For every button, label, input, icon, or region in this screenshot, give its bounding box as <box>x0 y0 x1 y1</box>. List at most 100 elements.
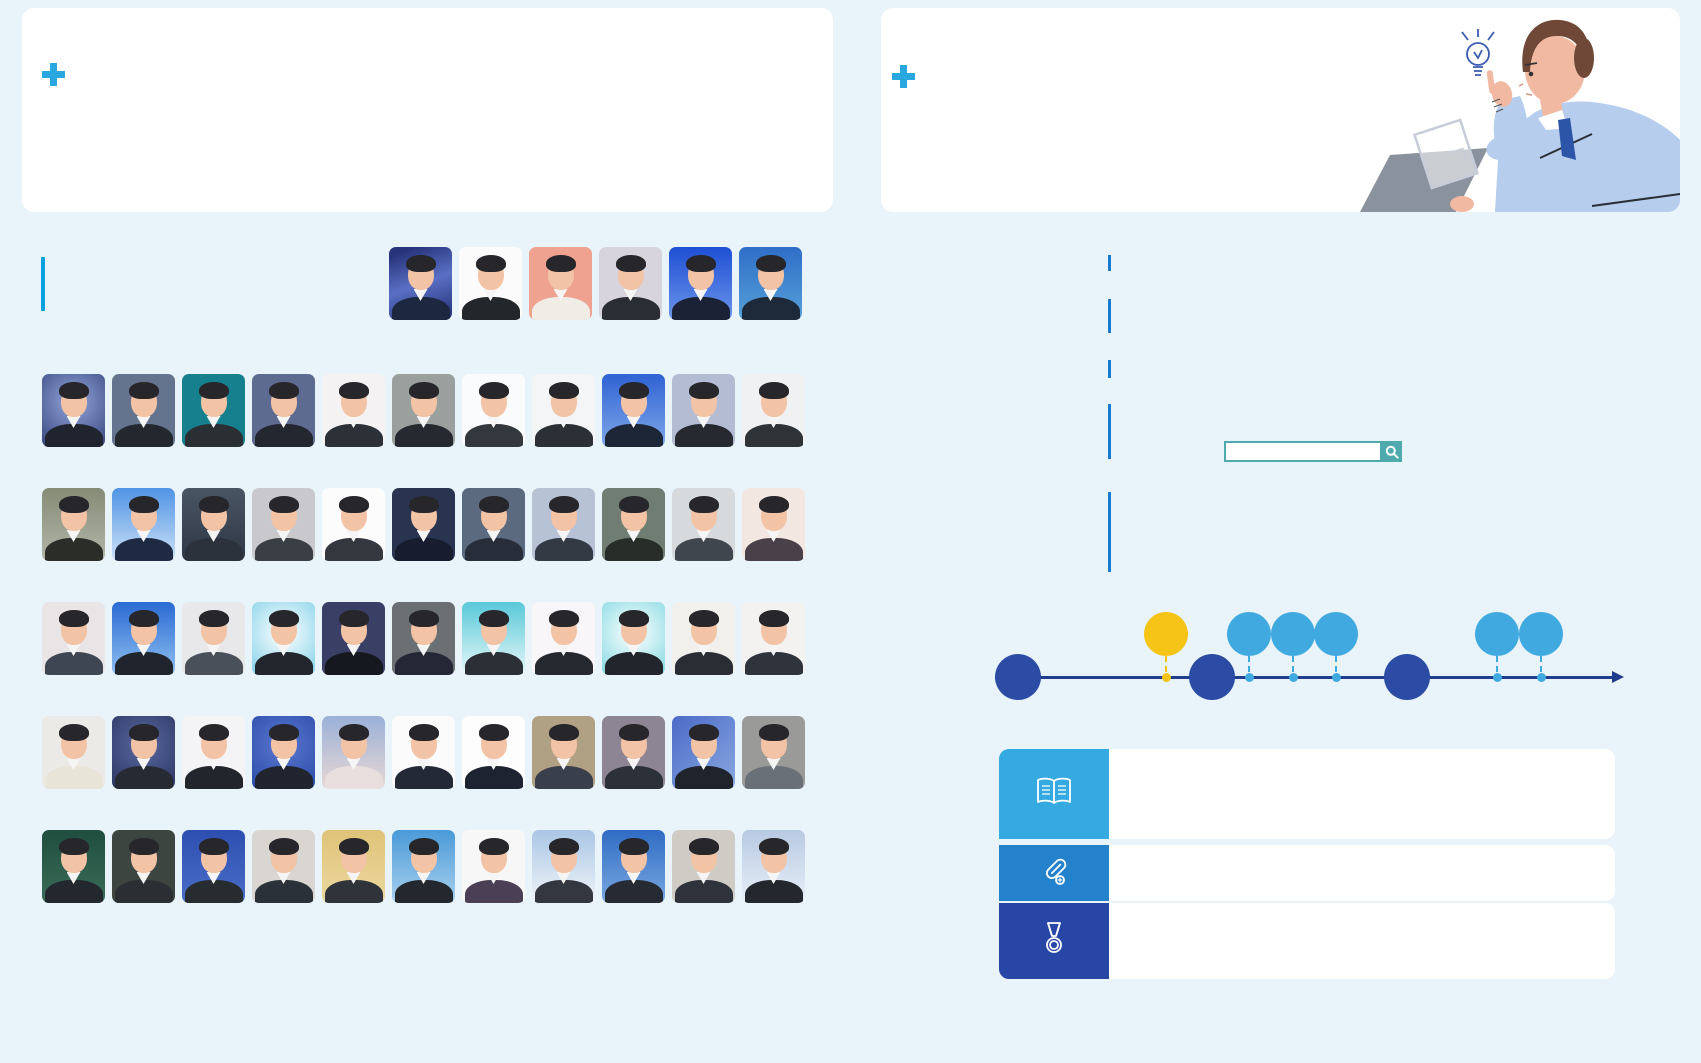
tie-shape <box>1558 118 1576 160</box>
info-row-icon-box <box>999 903 1109 979</box>
portrait-photo <box>742 374 805 447</box>
plus-icon <box>42 63 65 86</box>
portrait-photo <box>462 830 525 903</box>
timeline-axis <box>995 675 1612 679</box>
portrait-photo <box>532 374 595 447</box>
portrait-photo <box>669 247 732 320</box>
info-row-icon-box <box>999 845 1109 901</box>
portrait-photo <box>112 716 175 789</box>
portrait-photo <box>532 488 595 561</box>
portrait-photo <box>672 716 735 789</box>
section-marker <box>41 257 45 311</box>
timeline-tick <box>1492 672 1502 682</box>
text-marker <box>1108 255 1111 271</box>
portrait-photo <box>322 488 385 561</box>
portrait-photo <box>252 374 315 447</box>
portrait-photo <box>322 716 385 789</box>
portrait-photo <box>322 374 385 447</box>
timeline-event <box>1475 612 1519 656</box>
medal-icon <box>1038 920 1070 963</box>
portrait-photo <box>532 830 595 903</box>
timeline-connector <box>1165 656 1167 672</box>
timeline-tick <box>1536 672 1546 682</box>
portrait-photo <box>392 830 455 903</box>
timeline-event <box>1227 612 1271 656</box>
portrait-photo <box>392 374 455 447</box>
portrait-photo <box>672 830 735 903</box>
portrait-photo <box>182 830 245 903</box>
timeline-node <box>1384 654 1430 700</box>
portrait-photo <box>252 716 315 789</box>
timeline-connector <box>1496 656 1498 672</box>
text-marker <box>1108 492 1111 572</box>
left-card <box>22 8 833 212</box>
plus-icon <box>892 65 915 88</box>
portrait-photo <box>392 602 455 675</box>
timeline-connector <box>1292 656 1294 672</box>
portrait-photo <box>42 488 105 561</box>
portrait-photo <box>602 374 665 447</box>
text-marker <box>1108 404 1111 459</box>
portrait-photo <box>112 374 175 447</box>
portrait-photo <box>672 374 735 447</box>
portrait-photo <box>462 374 525 447</box>
timeline-event <box>1144 612 1188 656</box>
portrait-photo <box>182 488 245 561</box>
person-illustration <box>1360 19 1680 212</box>
right-card <box>881 8 1680 212</box>
timeline-event <box>1519 612 1563 656</box>
portrait-photo <box>252 488 315 561</box>
portrait-photo <box>672 488 735 561</box>
search-input[interactable] <box>1224 441 1382 462</box>
portrait-photo <box>739 247 802 320</box>
portrait-photo <box>112 830 175 903</box>
timeline-event <box>1314 612 1358 656</box>
timeline-tick <box>1244 672 1254 682</box>
portrait-photo <box>742 602 805 675</box>
portrait-photo <box>112 602 175 675</box>
timeline-event <box>1271 612 1315 656</box>
portrait-photo <box>742 830 805 903</box>
text-marker <box>1108 360 1111 378</box>
open-book-icon <box>1034 776 1074 813</box>
portrait-photo <box>742 716 805 789</box>
timeline-node <box>995 654 1041 700</box>
portrait-photo <box>322 830 385 903</box>
info-row-content <box>1109 845 1615 901</box>
search-button[interactable] <box>1382 441 1402 462</box>
portrait-photo <box>462 602 525 675</box>
portrait-photo <box>112 488 175 561</box>
portrait-photo <box>602 716 665 789</box>
portrait-photo <box>42 716 105 789</box>
info-row-content <box>1109 749 1615 839</box>
info-row-icon-box <box>999 749 1109 839</box>
portrait-photo <box>602 602 665 675</box>
portrait-photo <box>392 716 455 789</box>
portrait-photo <box>392 488 455 561</box>
portrait-photo <box>602 830 665 903</box>
portrait-photo <box>42 374 105 447</box>
portrait-photo <box>322 602 385 675</box>
portrait-photo <box>42 602 105 675</box>
timeline-tick <box>1331 672 1341 682</box>
portrait-photo <box>602 488 665 561</box>
lightbulb-icon <box>1461 29 1495 76</box>
portrait-photo <box>532 602 595 675</box>
portrait-photo <box>532 716 595 789</box>
info-row-content <box>1109 903 1615 979</box>
portrait-photo <box>252 830 315 903</box>
portrait-photo <box>182 602 245 675</box>
portrait-photo <box>672 602 735 675</box>
portrait-photo <box>389 247 452 320</box>
magnifier-icon <box>1385 445 1399 459</box>
portrait-photo <box>459 247 522 320</box>
timeline-node <box>1189 654 1235 700</box>
text-marker <box>1108 299 1111 333</box>
timeline-tick <box>1161 672 1171 682</box>
timeline-arrow-icon <box>1612 671 1624 683</box>
portrait-photo <box>599 247 662 320</box>
timeline-connector <box>1540 656 1542 672</box>
portrait-photo <box>182 374 245 447</box>
portrait-photo <box>182 716 245 789</box>
